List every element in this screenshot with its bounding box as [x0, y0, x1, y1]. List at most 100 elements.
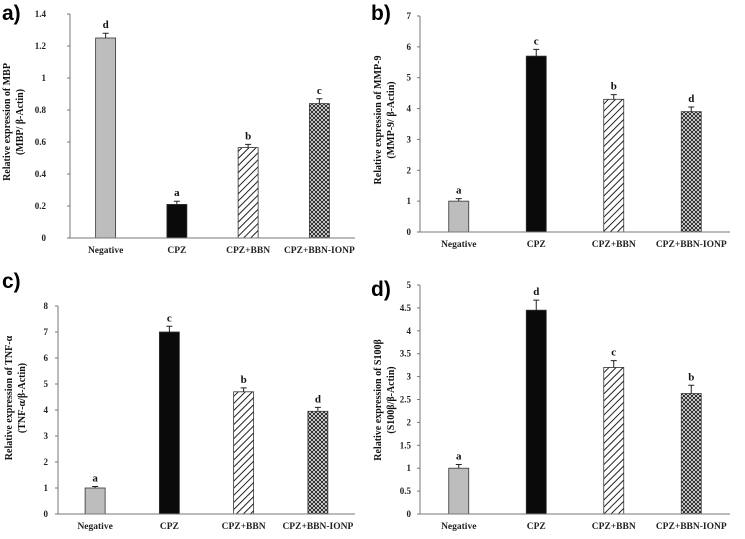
- error-bar-cpz-bbn-ionp-a: [316, 98, 323, 104]
- y-tick-label-a: 0.6: [35, 137, 47, 147]
- bar-cpz-bbn-a: [237, 147, 259, 239]
- panel-c: c) Relative expression of TNF-α (TNF-α/β…: [2, 270, 355, 532]
- y-tick-label-c: 8: [44, 301, 49, 311]
- error-bar-cpz-a: [173, 200, 180, 205]
- error-bar-cpz-bbn-b: [610, 94, 617, 100]
- y-tick-label-a: 0.8: [35, 105, 47, 115]
- x-category-label-cpz-bbn-a: CPZ+BBN: [226, 246, 270, 256]
- y-tick-label-b: 6: [407, 42, 412, 52]
- error-bar-cpz-bbn-ionp-c: [314, 406, 321, 412]
- bar-cpz-bbn-ionp-a: [308, 103, 330, 239]
- x-category-label-cpz-bbn-ionp-c: CPZ+BBN-IONP: [282, 522, 353, 532]
- bars-d: a d c b: [448, 286, 702, 515]
- x-categories-a: Negative CPZ CPZ+BBN CPZ+BBN-IONP: [88, 246, 355, 256]
- x-category-label-cpz-bbn-ionp-d: CPZ+BBN-IONP: [656, 522, 727, 532]
- bar-negative-a: [95, 37, 117, 239]
- y-tick-label-c: 0: [44, 509, 49, 519]
- y-ticks-a: 0 0.2 0.4 0.6 0.8 1 1.2 1.4: [35, 9, 70, 243]
- error-bar-cpz-c: [166, 325, 173, 332]
- bar-cpz-bbn-b: [603, 98, 625, 233]
- y-tick-label-d: 3.5: [400, 349, 412, 359]
- significance-letter-cpz-bbn-b: b: [611, 81, 617, 93]
- significance-letter-negative-d: a: [456, 451, 462, 463]
- error-bar-cpz-bbn-d: [610, 360, 617, 368]
- y-tick-label-d: 4.5: [400, 303, 412, 313]
- y-tick-label-b: 2: [407, 165, 412, 175]
- y-axis-label-b-line1: Relative expression of MMP-9: [373, 56, 384, 185]
- y-tick-label-a: 1.2: [35, 41, 47, 51]
- y-ticks-b: 0 1 2 3 4 5 6 7: [407, 11, 420, 237]
- significance-letter-cpz-bbn-c: b: [241, 374, 247, 386]
- x-category-label-cpz-bbn-c: CPZ+BBN: [222, 522, 266, 532]
- error-bar-cpz-bbn-ionp-b: [688, 106, 695, 112]
- bars-a: d a b c: [95, 19, 330, 239]
- error-bar-negative-a: [102, 32, 109, 38]
- bar-cpz-b: [525, 55, 547, 233]
- significance-letter-cpz-bbn-d: c: [611, 347, 616, 359]
- bars-c: a c b d: [84, 312, 329, 515]
- x-category-label-cpz-c: CPZ: [160, 522, 179, 532]
- significance-letter-cpz-bbn-a: b: [245, 130, 251, 142]
- significance-letter-cpz-bbn-ionp-c: d: [315, 393, 321, 405]
- bar-cpz-d: [525, 309, 547, 515]
- bar-cpz-a: [166, 203, 188, 239]
- x-categories-c: Negative CPZ CPZ+BBN CPZ+BBN-IONP: [77, 522, 353, 532]
- x-category-label-cpz-bbn-ionp-b: CPZ+BBN-IONP: [656, 240, 727, 250]
- y-tick-label-b: 3: [407, 134, 412, 144]
- y-tick-label-c: 4: [44, 405, 49, 415]
- bars-b: a c b d: [448, 35, 702, 233]
- bar-negative-b: [448, 200, 470, 233]
- significance-letter-cpz-bbn-ionp-a: c: [317, 85, 322, 97]
- y-tick-label-c: 7: [44, 327, 49, 337]
- error-bar-cpz-d: [533, 299, 540, 311]
- y-tick-label-a: 1.4: [35, 9, 47, 19]
- x-categories-d: Negative CPZ CPZ+BBN CPZ+BBN-IONP: [441, 522, 727, 532]
- y-axis-label-a-line1: Relative expression of MBP: [2, 63, 13, 181]
- y-tick-label-b: 4: [407, 104, 412, 114]
- y-axis-label-d-line2: (S100β/β-Actin): [386, 366, 397, 433]
- bar-cpz-c: [158, 331, 180, 515]
- significance-letter-negative-a: d: [103, 19, 109, 31]
- y-tick-label-c: 1: [44, 483, 49, 493]
- x-category-label-negative-c: Negative: [77, 522, 112, 532]
- y-tick-label-b: 0: [407, 227, 412, 237]
- y-tick-label-d: 1: [407, 463, 412, 473]
- y-tick-label-a: 0.2: [35, 201, 47, 211]
- panel-d: d) Relative expression of S100β (S100β/β…: [371, 278, 730, 532]
- y-axis-label-b-line2: (MMP-9/ β-Actin): [386, 81, 397, 158]
- x-category-label-negative-d: Negative: [441, 522, 476, 532]
- error-bar-cpz-b: [533, 48, 540, 57]
- significance-letter-cpz-d: d: [533, 286, 539, 298]
- y-tick-label-c: 2: [44, 457, 49, 467]
- y-tick-label-d: 5: [407, 280, 412, 290]
- significance-letter-negative-c: a: [92, 472, 98, 484]
- error-bar-negative-d: [455, 464, 462, 469]
- significance-letter-cpz-a: a: [174, 187, 180, 199]
- panel-label-d: d): [371, 278, 391, 301]
- panel-a: a) Relative expression of MBP (MBP/ β-Ac…: [2, 2, 355, 256]
- bar-cpz-bbn-d: [603, 367, 625, 515]
- error-bar-cpz-bbn-ionp-d: [688, 384, 695, 394]
- error-bar-cpz-bbn-a: [245, 143, 252, 148]
- panel-label-a: a): [2, 2, 21, 25]
- significance-letter-cpz-bbn-ionp-b: d: [688, 93, 694, 105]
- error-bar-cpz-bbn-c: [240, 387, 247, 392]
- bar-cpz-bbn-ionp-b: [680, 111, 702, 233]
- bar-negative-c: [84, 487, 106, 515]
- significance-letter-negative-b: a: [456, 185, 462, 197]
- y-tick-label-d: 2: [407, 417, 412, 427]
- y-tick-label-b: 7: [407, 11, 412, 21]
- significance-letter-cpz-b: c: [534, 35, 539, 47]
- x-category-label-cpz-bbn-b: CPZ+BBN: [592, 240, 636, 250]
- y-tick-label-d: 0: [407, 509, 412, 519]
- y-ticks-d: 0 0.5 1 1.5 2 2.5 3 3.5 4 4.5 5: [400, 280, 420, 519]
- panel-b: b) Relative expression of MMP-9 (MMP-9/ …: [371, 2, 730, 250]
- y-tick-label-c: 3: [44, 431, 49, 441]
- y-tick-label-d: 2.5: [400, 395, 412, 405]
- y-axis-label-c-line1: Relative expression of TNF-α: [4, 335, 15, 460]
- bar-cpz-bbn-ionp-c: [307, 410, 329, 515]
- x-category-label-cpz-d: CPZ: [527, 522, 546, 532]
- error-bar-negative-b: [455, 198, 462, 202]
- y-tick-label-d: 4: [407, 326, 412, 336]
